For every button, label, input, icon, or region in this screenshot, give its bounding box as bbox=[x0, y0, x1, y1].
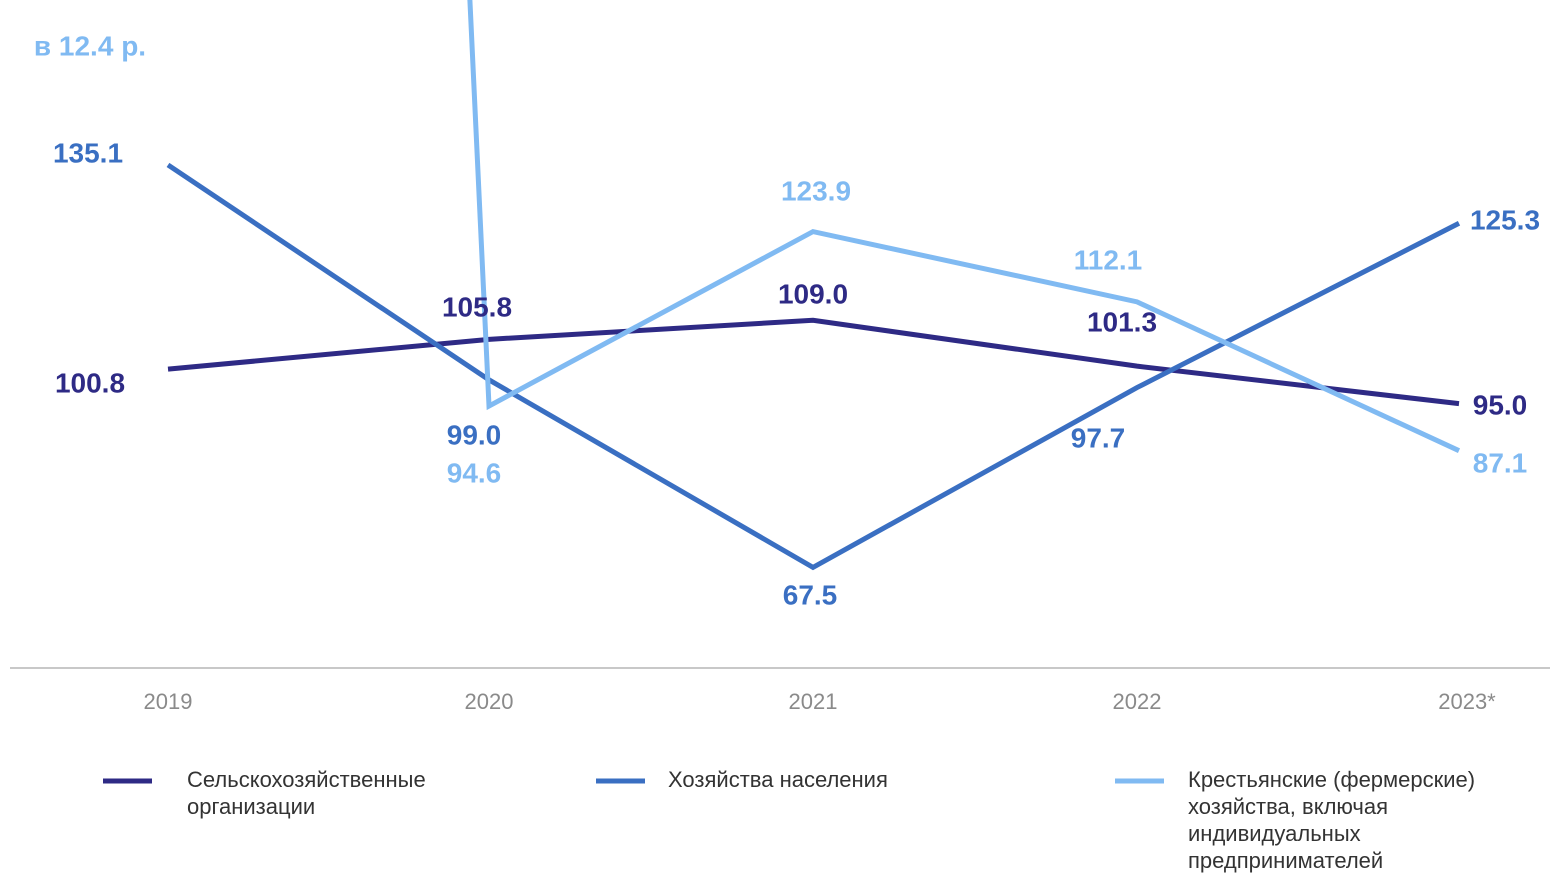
series-line bbox=[167, 317, 1460, 407]
data-label: 100.8 bbox=[55, 367, 125, 398]
data-label: 135.1 bbox=[53, 137, 123, 168]
legend-label: Хозяйства населения bbox=[668, 767, 888, 792]
legend-label: Крестьянские (фермерские) хозяйства, вкл… bbox=[1188, 767, 1476, 873]
data-label: 125.3 bbox=[1470, 204, 1540, 235]
data-label: 67.5 bbox=[783, 579, 838, 610]
data-label: 95.0 bbox=[1473, 389, 1528, 420]
x-tick-label: 2020 bbox=[465, 689, 514, 714]
series-line bbox=[467, 0, 1461, 453]
series-line bbox=[166, 162, 1461, 571]
data-label: в 12.4 р. bbox=[34, 30, 146, 61]
data-label: 105.8 bbox=[442, 291, 512, 322]
lines bbox=[166, 0, 1461, 571]
data-label: 101.3 bbox=[1087, 306, 1157, 337]
x-tick-label: 2019 bbox=[144, 689, 193, 714]
data-label: 109.0 bbox=[778, 278, 848, 309]
x-tick-label: 2022 bbox=[1113, 689, 1162, 714]
data-label: 123.9 bbox=[781, 175, 851, 206]
x-tick-label: 2021 bbox=[789, 689, 838, 714]
data-label: 94.6 bbox=[447, 457, 502, 488]
data-label: 99.0 bbox=[447, 419, 502, 450]
data-label: 97.7 bbox=[1071, 422, 1126, 453]
data-label: 112.1 bbox=[1074, 244, 1143, 275]
data-label: 87.1 bbox=[1473, 447, 1528, 478]
x-tick-label: 2023* bbox=[1438, 689, 1496, 714]
legend-label: Сельскохозяйственные организации bbox=[187, 767, 426, 819]
